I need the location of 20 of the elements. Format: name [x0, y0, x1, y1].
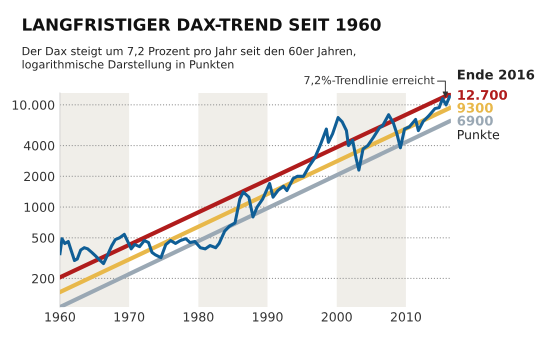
- chart-subtitle: Der Dax steigt um 7,2 Prozent pro Jahr seit den 60er Jahren, logarithmische Darstellung in Punkten: [22, 46, 356, 71]
- annotation: 7,2%-Trendlinie erreicht: [304, 76, 434, 86]
- y-tick-label: 10.000: [12, 100, 54, 110]
- y-tick-label: 4000: [24, 141, 54, 150]
- text: Ende 2016: [458, 69, 534, 80]
- series-label: 12.700: [458, 90, 508, 100]
- y-tick-label: 2000: [24, 172, 54, 182]
- series-label: 6900: [458, 116, 493, 126]
- chart-title: LANGFRISTIGER DAX-TREND SEIT 1960: [23, 18, 381, 31]
- y-tick-label: 500: [32, 233, 54, 243]
- text: Punkte: [458, 130, 500, 140]
- y-tick-label: 1000: [24, 202, 54, 212]
- x-tick-label: 1970: [114, 312, 144, 322]
- x-tick-label: 1990: [252, 312, 283, 322]
- x-tick-label: 1960: [45, 312, 76, 322]
- x-tick-label: 2010: [390, 312, 421, 322]
- x-tick-label: 2000: [322, 312, 352, 322]
- y-tick-label: 200: [32, 274, 54, 284]
- x-tick-label: 1980: [184, 312, 214, 322]
- series-label: 9300: [457, 102, 493, 113]
